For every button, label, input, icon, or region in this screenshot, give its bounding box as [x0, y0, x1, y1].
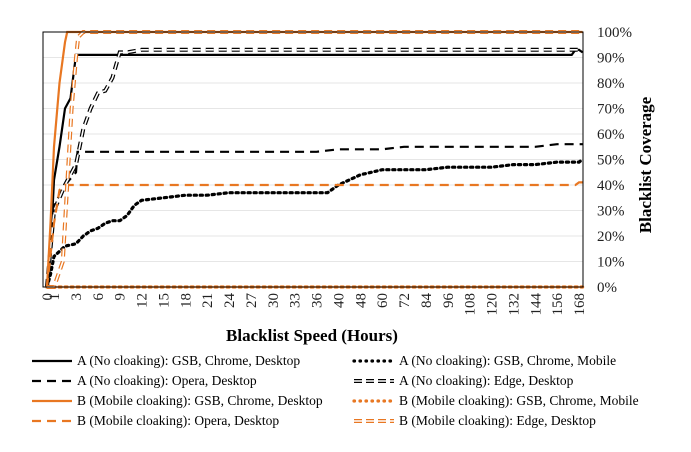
y-tick-label: 10%: [597, 255, 625, 271]
x-tick-label: 84: [419, 293, 435, 309]
legend-label: B (Mobile cloaking): Opera, Desktop: [77, 413, 280, 428]
series-line-8: [47, 30, 583, 289]
y-tick-label: 80%: [597, 76, 625, 92]
x-tick-label: 60: [375, 293, 391, 308]
legend-item: A (No cloaking): GSB, Chrome, Mobile: [352, 353, 616, 369]
y-tick-label: 60%: [597, 127, 625, 143]
legend-label: B (Mobile cloaking): GSB, Chrome, Mobile: [399, 393, 639, 408]
x-tick-label: 3: [69, 293, 85, 301]
legend-swatch: [32, 359, 72, 363]
legend-item: A (No cloaking): Opera, Desktop: [30, 373, 257, 389]
x-tick-label: 27: [244, 293, 260, 309]
x-tick-label: 120: [485, 293, 501, 316]
x-tick-label: 168: [572, 293, 588, 316]
series-line-2: [45, 157, 585, 289]
legend-label: B (Mobile cloaking): GSB, Chrome, Deskto…: [77, 393, 323, 408]
series-line-3: [45, 143, 583, 288]
x-tick-label: 72: [397, 293, 413, 308]
y-tick-label: 70%: [597, 102, 625, 118]
x-tick-label: 40: [331, 293, 347, 308]
legend-item: A (No cloaking): GSB, Chrome, Desktop: [30, 353, 300, 369]
legend-swatch: [32, 399, 72, 403]
legend-swatch: [354, 379, 394, 383]
series-path: [45, 181, 583, 288]
series-path: [45, 143, 583, 288]
series-line-inner: [47, 31, 583, 288]
plot-frame: [42, 31, 584, 288]
legend-item: B (Mobile cloaking): GSB, Chrome, Mobile: [352, 393, 639, 409]
series-line-4: [45, 47, 583, 288]
series-line-7: [45, 181, 583, 288]
x-tick-label: 1: [47, 293, 63, 301]
x-tick-label: 132: [506, 293, 522, 316]
legend-label: B (Mobile cloaking): Edge, Desktop: [399, 413, 596, 428]
y-tick-label: 90%: [597, 51, 625, 67]
legend-item: B (Mobile cloaking): Opera, Desktop: [30, 413, 279, 429]
x-tick-label: 18: [178, 293, 194, 308]
y-tick-label: 20%: [597, 229, 625, 245]
legend-swatch: [352, 359, 396, 363]
series-path: [45, 48, 584, 288]
y-tick-label: 100%: [597, 25, 632, 41]
legend-item: B (Mobile cloaking): Edge, Desktop: [352, 413, 596, 429]
grid-lines: [43, 31, 583, 288]
legend-label: A (No cloaking): GSB, Chrome, Mobile: [399, 353, 617, 368]
x-tick-labels: 01 3 6 9 12 15 18 21 24 27 30 33 36 40 48 60 72 84 96 108 12…: [40, 293, 588, 316]
y-tick-label: 0%: [597, 280, 617, 296]
x-axis-title: Blacklist Speed (Hours): [226, 326, 398, 345]
y-tick-label: 40%: [597, 178, 625, 194]
x-tick-label: 9: [113, 293, 129, 301]
series-line-outer: [45, 47, 583, 288]
series-line-1: [45, 48, 584, 288]
line-chart: 01 3 6 9 12 15 18 21 24 27 30 33 36 40 48 60 72 84 96 108 12…: [40, 25, 655, 345]
y-tick-label: 30%: [597, 204, 625, 220]
series-path: [45, 157, 585, 289]
legend-swatch: [354, 419, 394, 423]
x-tick-label: 36: [310, 293, 326, 309]
x-tick-label: 24: [222, 293, 238, 309]
x-tick-label: 6: [91, 293, 107, 301]
legend-label: A (No cloaking): Opera, Desktop: [77, 373, 257, 388]
legend-swatch: [32, 379, 72, 383]
legend-swatch: [352, 399, 396, 403]
x-tick-label: 48: [353, 293, 369, 308]
y-tick-labels: 0% 10% 20% 30% 40% 50% 60% 70% 80% 90% 100%: [597, 25, 632, 296]
x-tick-label: 156: [550, 293, 566, 316]
x-tick-label: 0: [40, 293, 56, 301]
x-tick-label: 21: [200, 293, 216, 308]
x-tick-label: 12: [135, 293, 151, 308]
x-tick-label: 108: [463, 293, 479, 316]
legend-label: A (No cloaking): GSB, Chrome, Desktop: [77, 353, 301, 368]
legend-label: A (No cloaking): Edge, Desktop: [399, 373, 574, 388]
y-tick-label: 50%: [597, 153, 625, 169]
x-tick-label: 15: [156, 293, 172, 308]
x-tick-label: 33: [288, 293, 304, 308]
series-line-inner: [46, 48, 583, 288]
y-axis-title: Blacklist Coverage: [636, 96, 655, 233]
legend-item: A (No cloaking): Edge, Desktop: [352, 373, 573, 389]
x-tick-label: 96: [441, 293, 457, 309]
legend-swatch: [32, 419, 72, 423]
legend-item: B (Mobile cloaking): GSB, Chrome, Deskto…: [30, 393, 323, 409]
x-tick-label: 30: [266, 293, 282, 308]
x-tick-label: 144: [528, 293, 544, 316]
